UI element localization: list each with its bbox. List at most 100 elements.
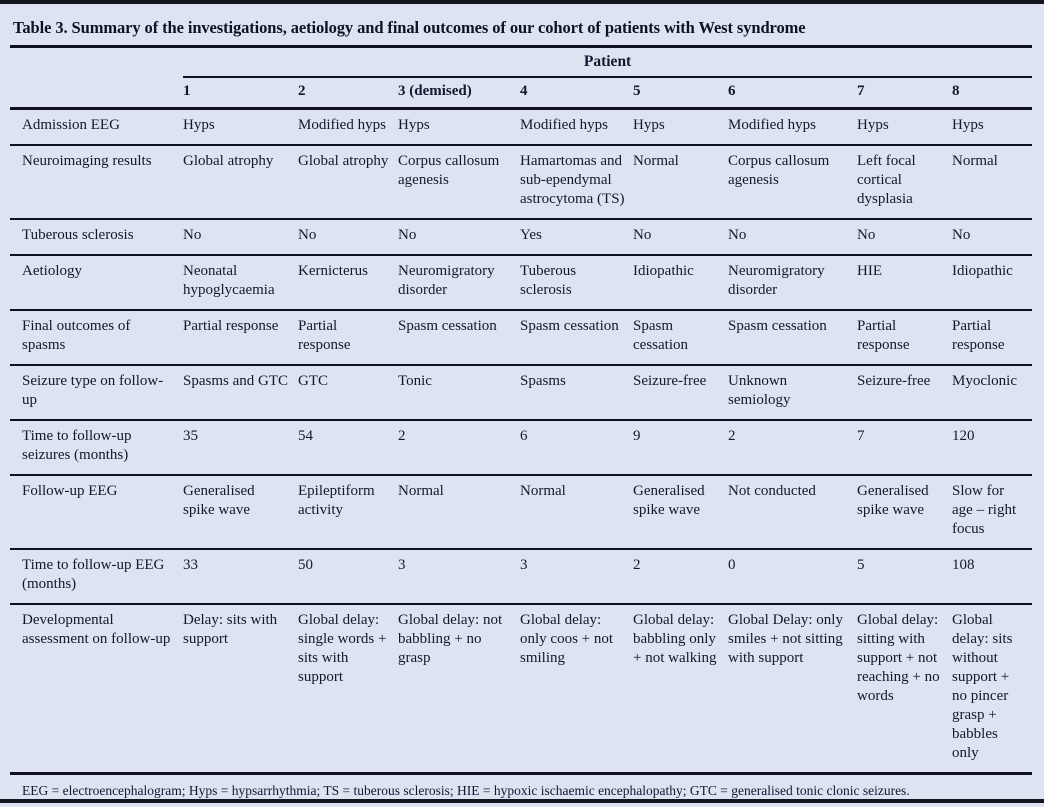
cell: No <box>298 227 317 243</box>
cell: Corpus callosum agenesis <box>728 153 830 188</box>
cell: 3 <box>520 557 528 573</box>
cell: 2 <box>728 428 736 444</box>
cell: 54 <box>298 428 313 444</box>
cell: Modified hyps <box>298 117 386 133</box>
cell: 2 <box>398 428 406 444</box>
label-column-header <box>10 77 183 110</box>
cell: Generalised spike wave <box>183 483 255 518</box>
cell: Yes <box>520 227 542 243</box>
cell: No <box>728 227 747 243</box>
row-label: Aetiology <box>22 263 82 279</box>
cell: Partial response <box>857 318 910 353</box>
cell: Partial response <box>298 318 351 353</box>
table-row: Admission EEG Hyps Modified hyps Hyps Modifi… <box>10 109 1033 145</box>
row-label: Final outcomes of spasms <box>22 318 131 353</box>
table-row: Time to follow-up EEG (months) 33 50 3 3 2 0 5 1… <box>10 549 1033 604</box>
cell: Unknown semiology <box>728 373 791 408</box>
cell: No <box>857 227 876 243</box>
cell: Epileptiform activity <box>298 483 375 518</box>
cell: Normal <box>633 153 679 169</box>
cell: Idiopathic <box>633 263 694 279</box>
table-row: Follow-up EEG Generalised spike wave Epile… <box>10 475 1033 549</box>
cell: Spasms and GTC <box>183 373 288 389</box>
cell: Spasm cessation <box>398 318 497 334</box>
cell: HIE <box>857 263 882 279</box>
cell: Spasm cessation <box>728 318 827 334</box>
cell: Normal <box>520 483 566 499</box>
cell: Hyps <box>398 117 430 133</box>
cell: Global delay: sitting with support + not… <box>857 612 940 704</box>
cell: Slow for age – right focus <box>952 483 1017 537</box>
patient-column-header: 4 <box>520 77 633 110</box>
cell: Delay: sits with support <box>183 612 278 647</box>
cell: No <box>633 227 652 243</box>
cell: Global Delay: only smiles + not sitting … <box>728 612 843 666</box>
cell: Global atrophy <box>183 153 274 169</box>
cell: Spasms <box>520 373 566 389</box>
patient-column-header: 5 <box>633 77 728 110</box>
cell: Global delay: not babbling + no grasp <box>398 612 503 666</box>
cell: Tuberous sclerosis <box>520 263 577 298</box>
table-row: Neuroimaging results Global atrophy Global… <box>10 145 1033 219</box>
cell: Not conducted <box>728 483 816 499</box>
cell: Spasm cessation <box>520 318 619 334</box>
cell: 7 <box>857 428 865 444</box>
patient-column-header: 7 <box>857 77 952 110</box>
cell: GTC <box>298 373 328 389</box>
table-row: Developmental assessment on follow-up Del… <box>10 604 1033 774</box>
cell: 6 <box>520 428 528 444</box>
cell: 120 <box>952 428 975 444</box>
group-header-row: Patient <box>10 46 1033 78</box>
top-rule-bar <box>0 0 1044 4</box>
cell: 35 <box>183 428 198 444</box>
row-label: Time to follow-up seizures (months) <box>22 428 132 463</box>
cell: Seizure-free <box>633 373 707 389</box>
cell: Modified hyps <box>520 117 608 133</box>
cell: 2 <box>633 557 641 573</box>
patient-column-header: 6 <box>728 77 857 110</box>
cell: Generalised spike wave <box>857 483 929 518</box>
cell: Hyps <box>633 117 665 133</box>
table-row: Seizure type on follow-up Spasms and GTC G… <box>10 365 1033 420</box>
cell: Neuromigratory disorder <box>728 263 825 298</box>
cell: Idiopathic <box>952 263 1013 279</box>
patient-group-header: Patient <box>183 46 1033 78</box>
cell: Modified hyps <box>728 117 816 133</box>
table-body: Admission EEG Hyps Modified hyps Hyps Modifi… <box>10 109 1033 774</box>
row-label: Developmental assessment on follow-up <box>22 612 171 647</box>
cell: Normal <box>952 153 998 169</box>
cell: 50 <box>298 557 313 573</box>
cell: 0 <box>728 557 736 573</box>
cell: Neuromigratory disorder <box>398 263 495 298</box>
cell: Hyps <box>952 117 984 133</box>
cell: Neonatal hypoglycaemia <box>183 263 275 298</box>
cell: 108 <box>952 557 975 573</box>
cell: Corpus callosum agenesis <box>398 153 500 188</box>
cell: Global delay: babbling only + not walkin… <box>633 612 717 666</box>
row-label: Seizure type on follow-up <box>22 373 164 408</box>
row-label: Admission EEG <box>22 117 120 133</box>
cell: No <box>952 227 971 243</box>
cell: 3 <box>398 557 406 573</box>
abbreviations-footnote: EEG = electroencephalogram; Hyps = hypsa… <box>22 783 910 798</box>
cell: Normal <box>398 483 444 499</box>
cell: No <box>398 227 417 243</box>
cell: Generalised spike wave <box>633 483 705 518</box>
cell: Partial response <box>183 318 279 334</box>
row-label: Time to follow-up EEG (months) <box>22 557 165 592</box>
cell: 5 <box>857 557 865 573</box>
table-row: Tuberous sclerosis No No No Yes No No No No <box>10 219 1033 255</box>
cell: Myoclonic <box>952 373 1017 389</box>
cell: Hyps <box>183 117 215 133</box>
cell: Global atrophy <box>298 153 389 169</box>
patient-column-header: 3 (demised) <box>398 77 520 110</box>
cell: Partial response <box>952 318 1005 353</box>
patient-column-header: 8 <box>952 77 1033 110</box>
cell: Kernicterus <box>298 263 368 279</box>
row-label: Tuberous sclerosis <box>22 227 134 243</box>
cell: Global delay: only coos + not smiling <box>520 612 614 666</box>
row-label: Follow-up EEG <box>22 483 118 499</box>
